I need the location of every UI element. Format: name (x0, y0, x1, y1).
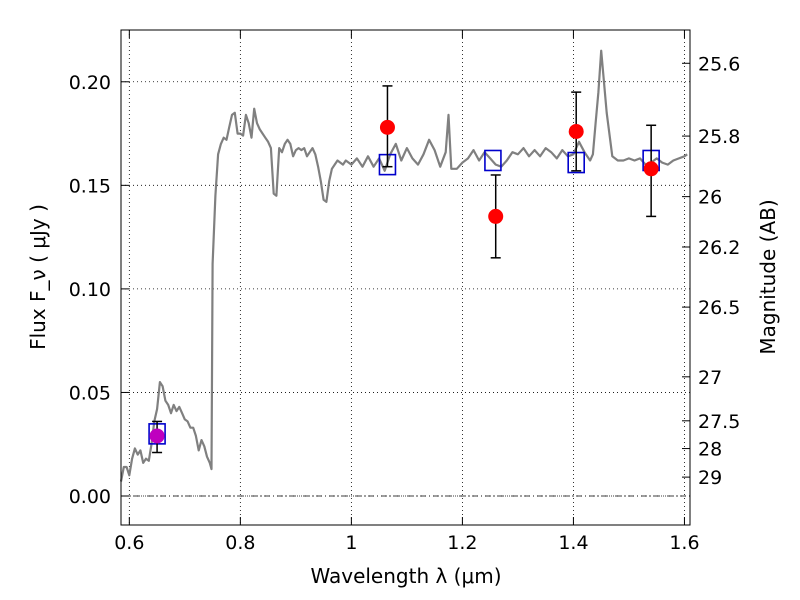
x-tick-label: 1 (345, 532, 357, 554)
spectrum (119, 49, 688, 482)
y-tick-label: 0.20 (69, 72, 111, 94)
model-square-point (484, 149, 502, 172)
y2-tick-label: 26.5 (698, 297, 740, 319)
y2-tick-label: 25.8 (698, 126, 740, 148)
red-photometry-point (488, 208, 504, 224)
y2-tick-label: 27 (698, 367, 722, 389)
magenta-photometry-point (149, 428, 165, 444)
y2-tick-label: 29 (698, 467, 722, 489)
y2-tick-labels: 25.6 25.8 26 26.2 26.5 27 27.5 28 29 (698, 53, 740, 489)
y-tick-label: 0.15 (69, 175, 111, 197)
x-tick-label: 1.6 (669, 532, 699, 554)
spectrum-line (119, 49, 688, 482)
y2-tick-label: 26.2 (698, 237, 740, 259)
red-photometry-point (568, 123, 584, 139)
data-points (148, 85, 660, 454)
x-tick-label: 0.8 (225, 532, 255, 554)
ticks (121, 30, 690, 525)
y-tick-labels: 0.00 0.05 0.10 0.15 0.20 (69, 72, 111, 508)
x-tick-label: 1.2 (447, 532, 477, 554)
y2-tick-label: 27.5 (698, 411, 740, 433)
x-tick-label: 1.4 (558, 532, 588, 554)
y-tick-label: 0.05 (69, 382, 111, 404)
grid (121, 30, 690, 525)
y2-tick-label: 26 (698, 187, 722, 209)
y-tick-label: 0.10 (69, 279, 111, 301)
x-axis-label: Wavelength λ (μm) (310, 564, 501, 588)
red-photometry-point (379, 119, 395, 135)
plot-frame (120, 29, 691, 526)
y2-tick-label: 25.6 (698, 53, 740, 75)
y2-axis-label: Magnitude (AB) (756, 199, 780, 354)
x-tick-labels: 0.6 0.8 1 1.2 1.4 1.6 (114, 532, 699, 554)
red-photometry-point (643, 161, 659, 177)
x-tick-label: 0.6 (114, 532, 144, 554)
y2-tick-label: 28 (698, 439, 722, 461)
y-axis-label: Flux F_ν ( μJy ) (26, 204, 50, 350)
y-tick-label: 0.00 (69, 486, 111, 508)
